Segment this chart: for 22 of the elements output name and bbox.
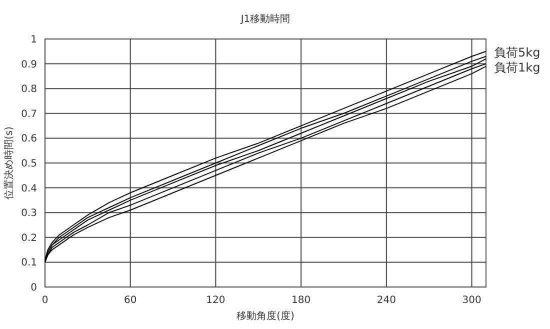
y-tick-label: 0.9 (21, 59, 37, 70)
chart-title: J1移動時間 (240, 13, 290, 25)
y-tick-label: 0.3 (21, 208, 37, 220)
y-tick-label: 0 (30, 282, 37, 294)
y-tick-label: 0.4 (21, 183, 37, 194)
series-label: 負荷1kg (494, 60, 540, 74)
x-tick-label: 240 (376, 295, 396, 306)
y-tick-label: 0.5 (21, 158, 37, 170)
y-tick-label: 0.6 (21, 134, 37, 145)
y-tick-label: 0.7 (21, 108, 37, 120)
x-tick-label: 120 (206, 295, 226, 306)
x-tick-label: 60 (124, 295, 137, 306)
y-tick-label: 0.2 (21, 232, 37, 244)
x-tick-label: 300 (462, 295, 482, 306)
y-axis-title: 位置決め時間(s) (3, 126, 15, 200)
y-tick-label: 0.1 (21, 258, 37, 269)
x-tick-label: 0 (42, 295, 48, 306)
x-tick-label: 180 (292, 295, 311, 306)
y-tick-label: 1 (30, 34, 37, 46)
y-tick-label: 0.8 (21, 84, 37, 96)
series-label: 負荷5kg (494, 45, 540, 60)
x-axis-title: 移動角度(度) (236, 310, 294, 322)
